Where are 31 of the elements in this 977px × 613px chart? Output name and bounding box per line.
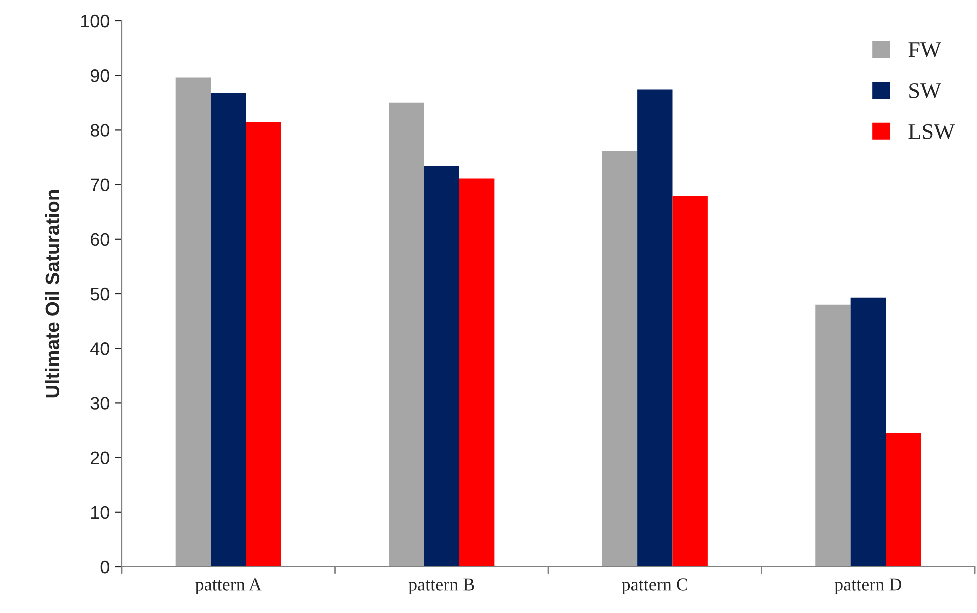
x-tick-label: pattern A: [196, 578, 262, 594]
x-tick-label: pattern C: [622, 578, 688, 594]
y-axis-title: Ultimate Oil Saturation: [45, 190, 60, 398]
y-tick-label: 80: [90, 124, 110, 137]
legend-label: SW: [910, 83, 942, 99]
y-tick-label: 60: [91, 233, 110, 246]
bar: [459, 178, 495, 567]
y-tick-label: 90: [90, 70, 110, 82]
y-tick-label: 70: [91, 178, 110, 192]
bar: [638, 90, 673, 567]
y-tick-label: 40: [90, 342, 110, 356]
bar: [816, 304, 851, 567]
bar: [886, 433, 922, 567]
bar: [850, 298, 886, 567]
bar: [211, 93, 246, 567]
y-tick-label: 0: [100, 560, 110, 574]
bar: [672, 196, 708, 567]
y-tick-label: 10: [91, 506, 110, 520]
bar: [424, 166, 460, 567]
x-tick-label: pattern D: [834, 578, 902, 594]
x-tick-label: pattern B: [408, 578, 474, 594]
bar: [246, 122, 282, 567]
y-tick-label: 50: [90, 288, 110, 301]
legend-label: LSW: [908, 124, 956, 140]
bar: [389, 102, 424, 567]
y-tick-label: 100: [81, 14, 110, 28]
bar: [602, 150, 638, 567]
y-tick-label: 20: [91, 452, 110, 465]
y-tick-label: 30: [90, 397, 110, 410]
legend-label: FW: [908, 42, 942, 58]
bar: [176, 78, 212, 567]
